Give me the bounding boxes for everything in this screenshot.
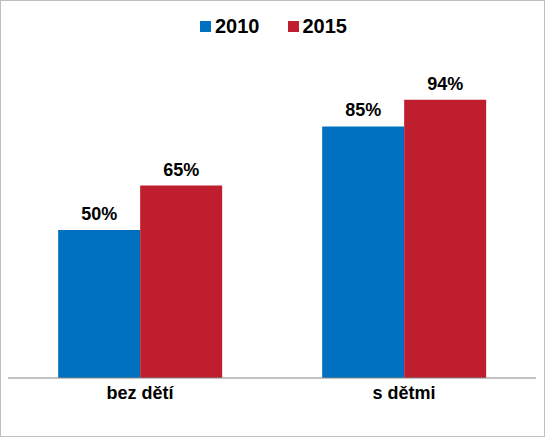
svg-text:85%: 85%: [345, 100, 381, 120]
svg-text:50%: 50%: [81, 204, 117, 224]
html-text:2015: 2015: [302, 15, 347, 37]
svg-text:65%: 65%: [163, 160, 199, 180]
svg-text:bez dětí: bez dětí: [106, 383, 174, 403]
svg-text:s dětmi: s dětmi: [372, 383, 435, 403]
html-text:2010: 2010: [215, 15, 260, 37]
svg-text:94%: 94%: [427, 74, 463, 94]
